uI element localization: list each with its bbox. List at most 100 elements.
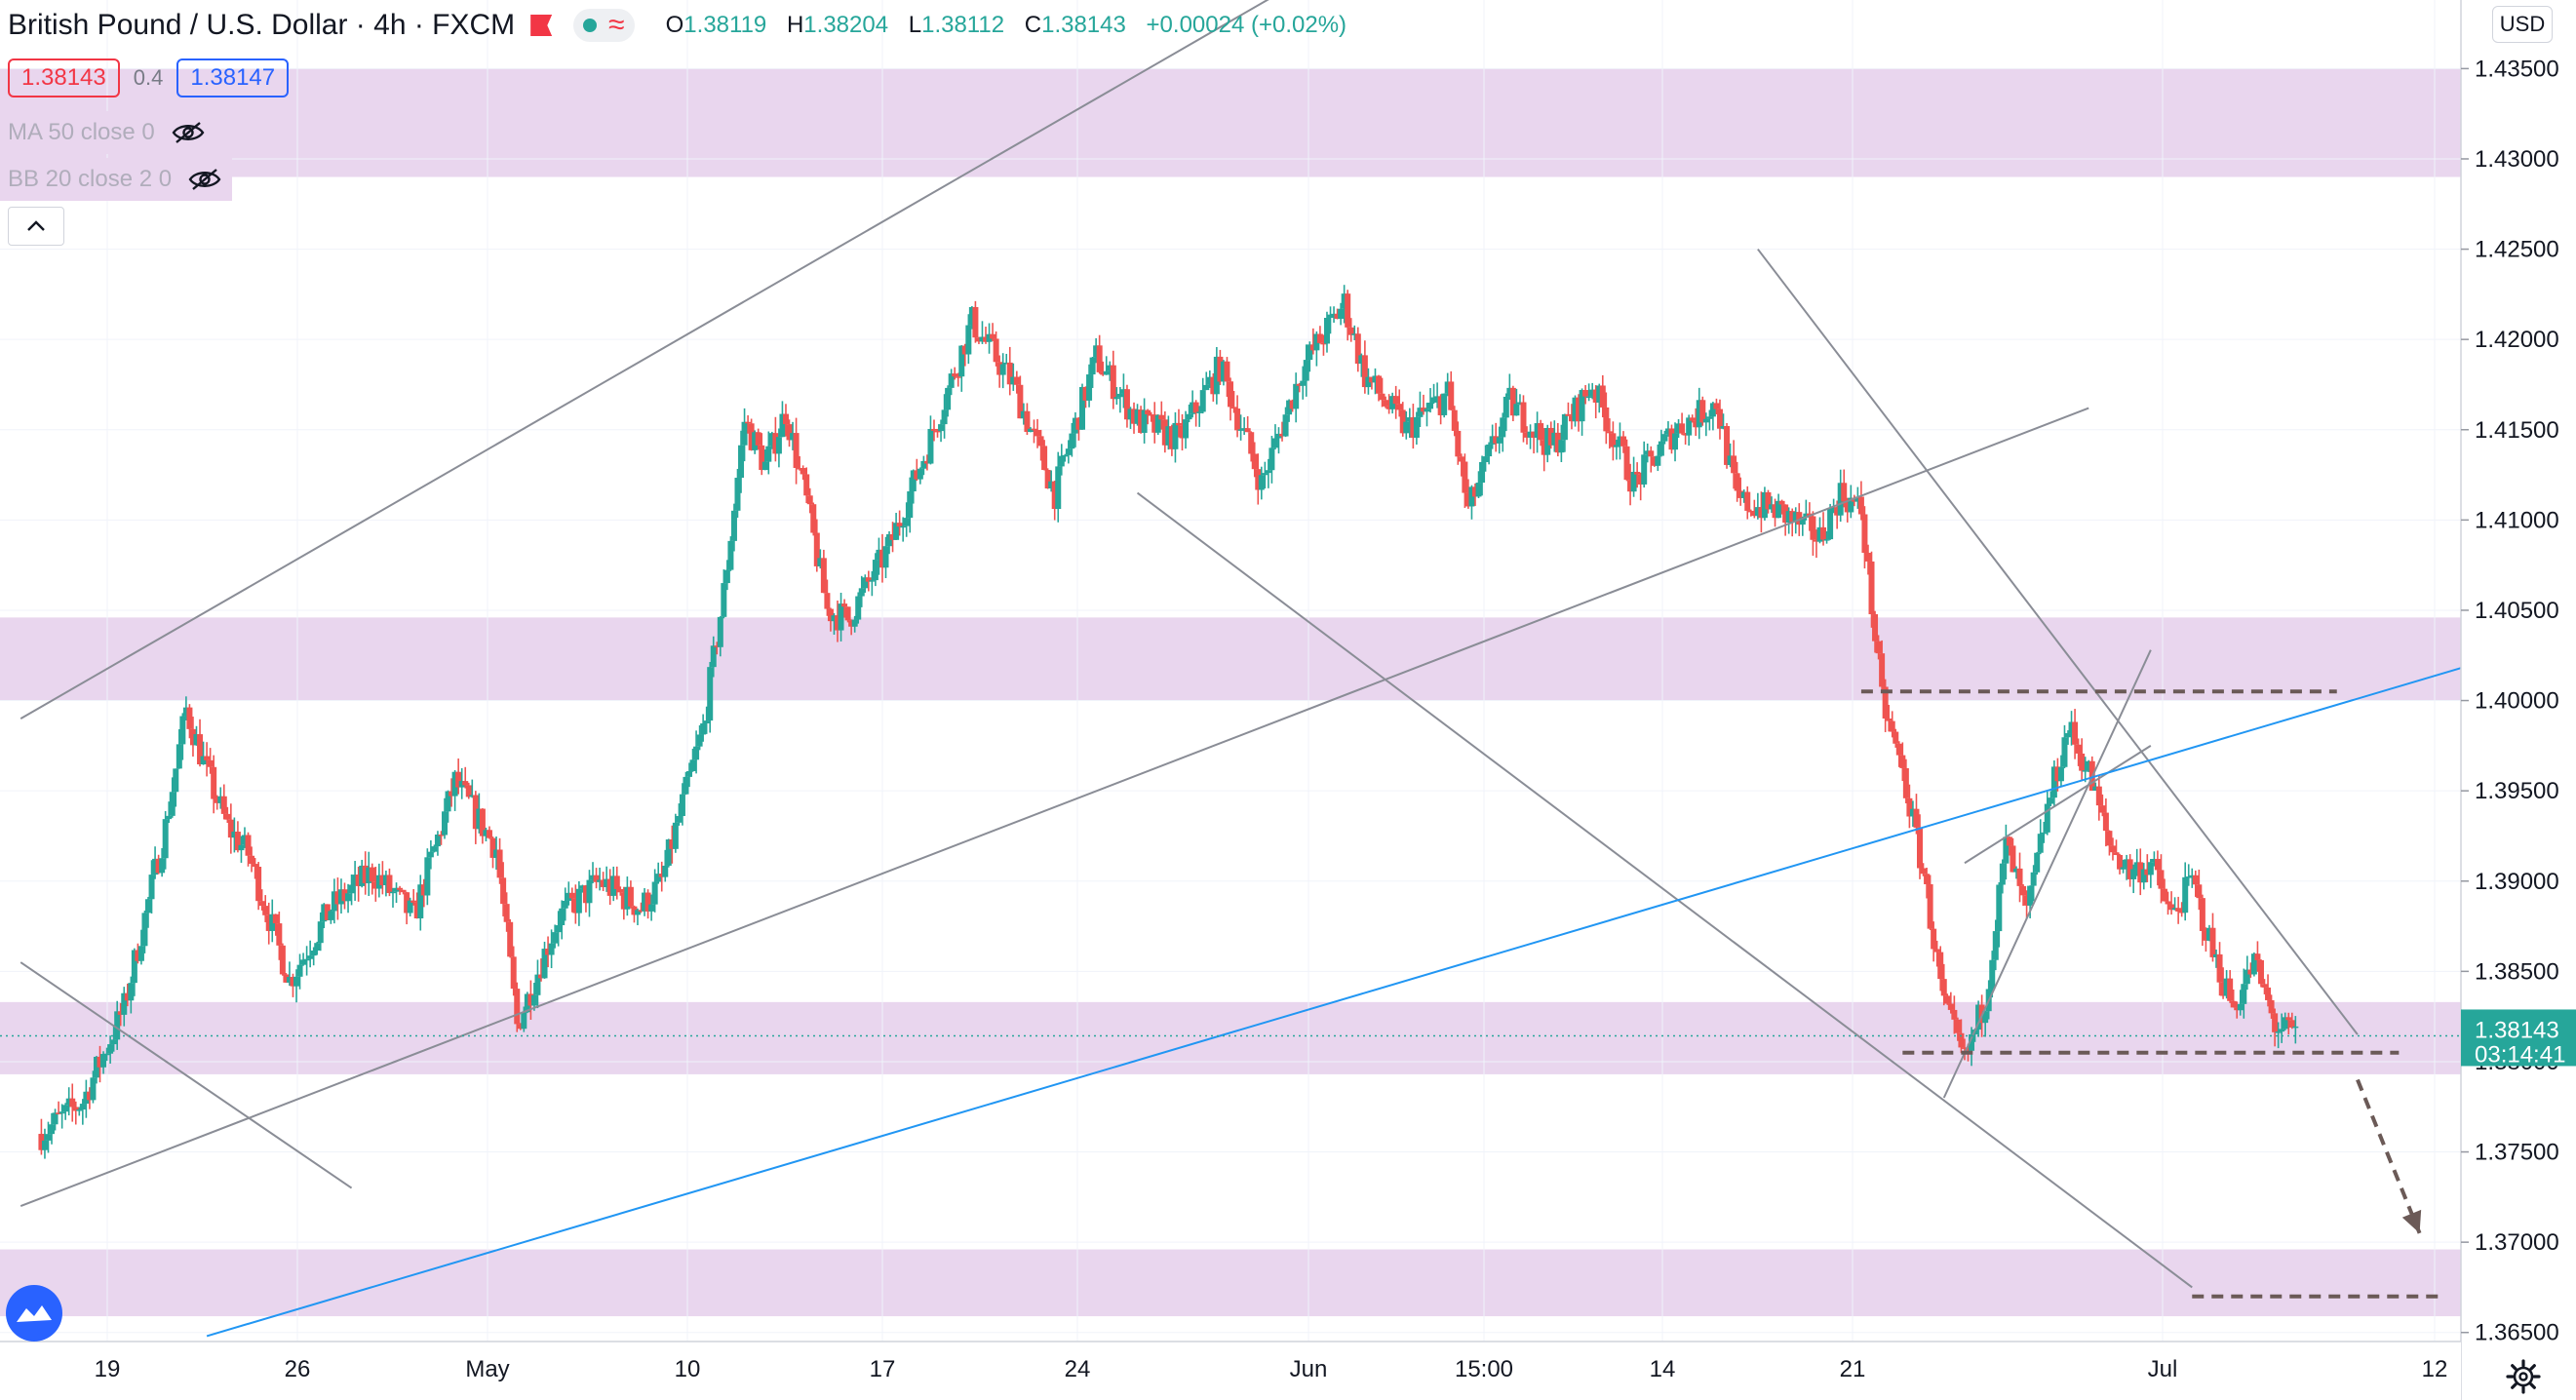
candle-body — [662, 865, 669, 877]
candle-body — [1895, 743, 1902, 756]
trendline-5 — [1942, 649, 2152, 1099]
candle-body — [1634, 471, 1641, 475]
candle-body — [1592, 389, 1599, 403]
candles-group — [38, 285, 2299, 1159]
candle-body — [1744, 491, 1751, 511]
collapse-legend-button[interactable] — [8, 207, 64, 246]
candle-body — [2288, 1020, 2295, 1028]
candle-body — [241, 835, 248, 845]
candle-body — [2203, 930, 2209, 941]
candle-body — [169, 792, 176, 816]
candle-body — [1768, 504, 1775, 510]
candle-body — [1740, 491, 1747, 498]
ohlc-high-key: H — [786, 12, 804, 38]
candle-body — [803, 474, 810, 496]
symbol-title[interactable]: British Pound / U.S. Dollar · 4h · FXCM — [8, 9, 516, 41]
candle-body — [1468, 486, 1475, 507]
candle-body — [2158, 870, 2165, 889]
ohlc-open-key: O — [665, 12, 684, 38]
candle-body — [438, 834, 445, 836]
candle-body — [86, 1091, 93, 1101]
candle-body — [2209, 927, 2216, 957]
sell-price-button[interactable]: 1.38143 — [8, 58, 120, 97]
flag-icon[interactable] — [530, 15, 553, 36]
candle-body — [1399, 409, 1406, 434]
candle-body — [537, 974, 544, 979]
candle-body — [124, 992, 131, 1001]
candle-body — [1213, 356, 1220, 395]
gear-icon[interactable] — [2504, 1357, 2543, 1396]
candle-body — [582, 885, 589, 904]
candle-body — [1161, 419, 1168, 446]
candle-body — [2023, 895, 2030, 906]
candle-body — [2189, 875, 2196, 877]
candle-body — [503, 904, 510, 922]
symbol-header: British Pound / U.S. Dollar · 4h · FXCM … — [8, 6, 1347, 45]
candle-body — [1724, 426, 1731, 465]
candle-body — [1720, 426, 1727, 429]
candle-body — [1479, 462, 1486, 484]
eye-hidden-icon[interactable] — [171, 120, 206, 145]
y-tick-label: 1.36500 — [2475, 1320, 2559, 1346]
price-axis — [2461, 0, 2576, 1400]
candle-body — [1992, 931, 1999, 960]
candle-body — [723, 569, 730, 584]
market-status-pill[interactable]: ≈ — [573, 9, 635, 42]
candle-body — [76, 1109, 83, 1111]
indicator-ma[interactable]: MA 50 close 0 — [0, 111, 215, 154]
tradingview-logo-icon[interactable] — [6, 1285, 62, 1342]
candle-body — [1175, 422, 1182, 426]
candle-body — [1796, 512, 1803, 525]
candle-body — [1327, 314, 1334, 319]
candle-body — [442, 811, 449, 836]
trendline-2 — [20, 961, 353, 1189]
y-tick-label: 1.40000 — [2475, 688, 2559, 715]
candle-body — [2016, 868, 2023, 886]
indicator-bb[interactable]: BB 20 close 2 0 — [0, 158, 233, 201]
candle-body — [410, 900, 417, 903]
candle-body — [1072, 417, 1078, 434]
candle-body — [1248, 432, 1255, 454]
candle-body — [262, 906, 269, 915]
candle-body — [872, 560, 878, 581]
candle-body — [855, 596, 862, 620]
candle-body — [2095, 786, 2102, 806]
candle-body — [996, 362, 1003, 375]
candle-body — [1331, 313, 1338, 316]
candle-body — [1062, 454, 1069, 457]
buy-price-button[interactable]: 1.38147 — [176, 58, 290, 97]
candle-body — [1471, 486, 1478, 497]
candle-body — [710, 645, 717, 668]
candle-body — [1275, 433, 1282, 439]
candle-body — [1789, 511, 1796, 523]
candle-body — [417, 884, 424, 918]
candle-body — [1727, 455, 1734, 465]
candle-body — [1048, 481, 1055, 489]
candle-body — [2165, 901, 2171, 905]
candle-body — [193, 734, 200, 746]
trade-buttons: 1.38143 0.4 1.38147 — [8, 57, 290, 99]
candle-body — [1448, 381, 1455, 410]
candle-body — [1989, 959, 1996, 990]
currency-button[interactable]: USD — [2492, 6, 2553, 43]
candle-body — [300, 959, 307, 965]
candle-body — [613, 875, 620, 889]
candle-body — [1637, 474, 1644, 485]
candle-body — [759, 445, 765, 471]
candle-body — [1044, 469, 1051, 489]
candle-body — [1648, 450, 1655, 457]
candle-body — [324, 904, 331, 920]
candle-body — [672, 822, 679, 849]
x-tick-label: 26 — [285, 1356, 311, 1382]
candle-body — [93, 1056, 99, 1078]
candle-body — [1854, 496, 1861, 502]
candle-body — [559, 908, 566, 926]
candle-body — [1547, 427, 1554, 446]
candle-body — [1558, 440, 1565, 453]
chevron-up-icon — [27, 220, 45, 231]
candle-body — [793, 433, 800, 468]
eye-hidden-icon[interactable] — [187, 167, 222, 192]
candle-body — [49, 1124, 56, 1135]
candle-body — [545, 949, 552, 955]
